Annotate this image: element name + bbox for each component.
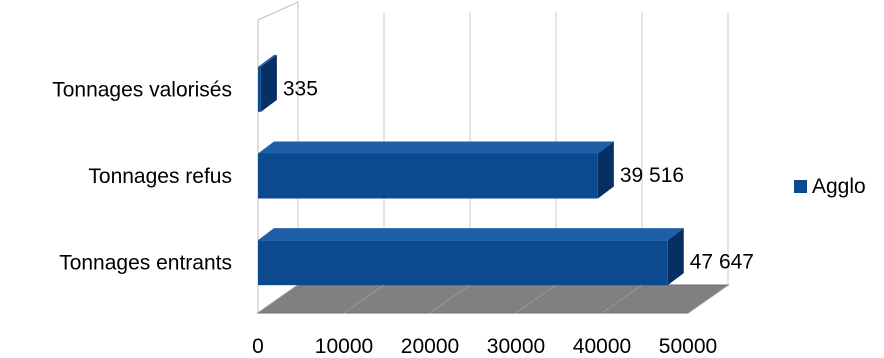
category-labels: Tonnages valorisés Tonnages refus Tonnages… [52,78,232,274]
bars [258,54,684,286]
legend-label-agglo: Agglo [812,175,866,198]
data-labels: 335 39 516 47 647 [283,77,754,273]
data-label-tonnages-entrants: 47 647 [690,251,754,274]
x-tick-label-40000: 40000 [573,335,631,358]
floor-gridline [257,284,299,314]
bar-tonnages-refus [258,141,614,199]
category-label-tonnages-entrants: Tonnages entrants [59,252,232,275]
bar-top-face [258,54,277,67]
bar-end-face [667,228,684,286]
floor-gridline [687,284,729,314]
floor-gridline [601,284,643,314]
bar-front-face [258,66,261,112]
bar-front-face [258,240,668,286]
bar-tonnages-entrants [258,228,684,286]
x-tick-label-0: 0 [252,335,264,358]
x-tick-label-10000: 10000 [315,335,373,358]
x-tick-label-50000: 50000 [659,335,717,358]
floor-plane [256,284,730,314]
bar-front-face [258,153,598,199]
bar-tonnages-valorises [258,54,277,112]
x-tick-labels: 0 10000 20000 30000 40000 50000 [252,335,717,358]
legend-swatch-agglo [794,180,807,193]
data-label-tonnages-refus: 39 516 [620,164,684,187]
bar-end-face [597,141,614,199]
bar-top-face [258,228,684,241]
bar-top-face [258,141,614,154]
category-label-tonnages-refus: Tonnages refus [88,165,232,188]
legend: Agglo [794,175,866,198]
category-label-tonnages-valorises: Tonnages valorisés [52,78,232,101]
x-tick-label-20000: 20000 [401,335,459,358]
floor-gridline [343,284,385,314]
data-label-tonnages-valorises: 335 [283,77,318,100]
floor-gridline [515,284,557,314]
bar-end-face [260,54,277,112]
x-tick-label-30000: 30000 [487,335,545,358]
floor-gridline [429,284,471,314]
chart-floor [256,284,730,314]
